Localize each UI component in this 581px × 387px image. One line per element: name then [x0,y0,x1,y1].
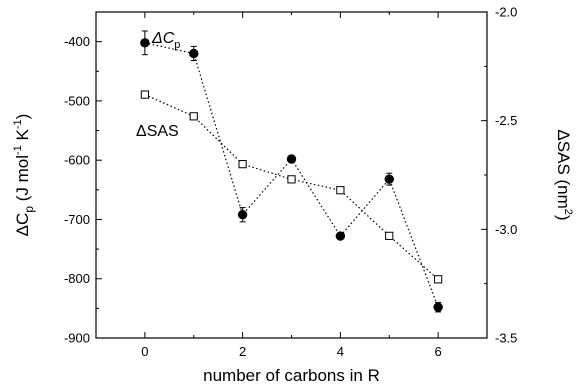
data-point-cp [433,302,443,312]
left-y-axis-title: ΔCp (J mol-1 K-1) [12,114,36,237]
data-point-cp [384,174,394,184]
x-axis-title: number of carbons in R [203,366,380,385]
data-point-sas [385,231,394,240]
x-tick-label: 0 [141,344,148,359]
left-y-title-sub: p [22,206,36,213]
series-line-0 [144,42,439,308]
left-y-tick-label: -800 [64,271,90,286]
right-y-tick-label: -2.0 [495,5,517,20]
series-layer [140,30,443,313]
series-label-cp-main: ΔC [151,30,175,47]
left-y-tick-label: -400 [64,34,90,49]
series-line-1 [144,94,439,280]
right-y-title-close: ) [554,215,573,221]
data-point-cp [140,38,150,48]
left-y-tick-label: -600 [64,153,90,168]
data-point-cp [189,48,199,59]
data-point-sas [140,90,149,99]
left-y-title-sup1: -1 [12,145,24,155]
right-y-title-main: ΔSAS (nm [554,129,573,208]
left-y-title-unit-close: ) [13,114,32,120]
right-y-tick-label: -3.0 [495,222,517,237]
data-point-sas [287,175,296,184]
x-tick-label: 4 [337,344,344,359]
series-label-cp-sub: p [174,39,180,51]
data-point-cp [335,231,346,241]
data-point-sas [336,186,345,195]
left-y-tick-label: -900 [64,331,90,346]
plot-frame [95,11,488,339]
left-y-tick-label: -700 [64,212,90,227]
data-point-sas [434,275,443,284]
left-y-title-main: ΔC [13,213,32,237]
series-label-sas: ΔSAS [136,123,179,140]
data-point-cp [237,210,248,220]
left-y-title-unit-open: (J mol [13,155,32,206]
data-point-sas [238,160,247,169]
right-y-title-sup: 2 [562,209,574,215]
data-point-sas [189,112,198,121]
right-y-tick-label: -3.5 [495,331,517,346]
left-y-tick-label: -500 [64,93,90,108]
left-y-title-unit-mid: K [13,128,32,145]
data-point-cp [286,154,297,164]
right-y-tick-label: -2.5 [495,113,517,128]
series-label-cp: ΔCp [151,30,180,51]
x-tick-label: 2 [239,344,246,359]
left-y-title-sup2: -1 [12,119,24,129]
ticks-layer: 0 2 4 6 -900 -800 -700 -600 -500 -400 -3.5 -3.0 -2.5… [64,5,517,360]
right-y-axis-title: ΔSAS (nm2) [554,129,574,220]
x-tick-label: 6 [435,344,442,359]
